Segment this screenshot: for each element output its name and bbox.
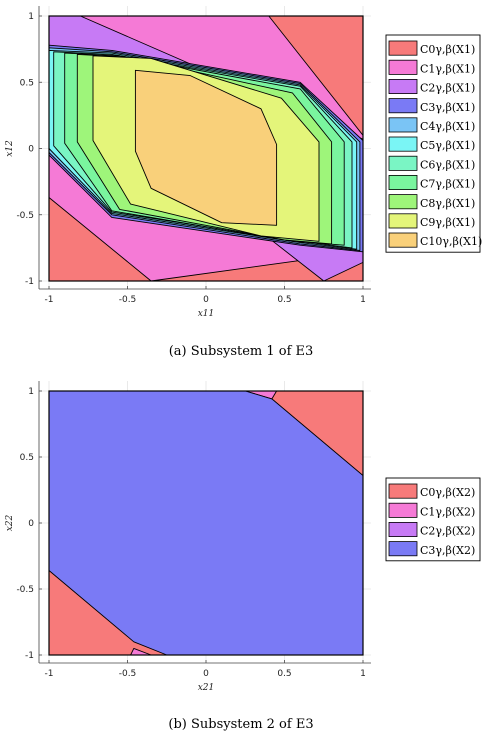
legend-swatch — [388, 117, 418, 133]
legend-swatch — [388, 136, 418, 152]
legend-label: C0γ,β(X1) — [420, 43, 475, 56]
legend-swatch — [388, 541, 418, 557]
legend-label: C4γ,β(X1) — [420, 120, 475, 133]
y-tick-label: 1 — [28, 12, 34, 22]
legend: C0γ,β(X1) C1γ,β(X1) C2γ,β(X1) C3γ,β(X1) C4γ,… — [385, 34, 482, 253]
x-tick-label: 0.5 — [277, 669, 291, 679]
legend-label: C3γ,β(X1) — [420, 101, 475, 114]
x-axis-label: x11 — [198, 309, 215, 319]
legend-swatch — [388, 155, 418, 171]
legend-swatch — [388, 98, 418, 114]
legend: C0γ,β(X2) C1γ,β(X2) C2γ,β(X2) C3γ,β(X2) — [385, 477, 481, 562]
chart-2: -1 -0.5 0 0.5 1 -1 -0.5 0 0.5 1 x21 x22 C0γ,β(X2) C1γ… — [5, 381, 481, 732]
legend-label: C3γ,β(X2) — [420, 544, 475, 557]
y-tick-label: -0.5 — [16, 585, 34, 595]
plot-frame — [48, 390, 364, 656]
x-tick-label: 0.5 — [277, 295, 291, 305]
legend-swatch — [388, 174, 418, 190]
y-tick-label: -0.5 — [16, 211, 34, 221]
figure-caption: (b) Subsystem 2 of E3 — [168, 717, 313, 732]
y-tick-label: 1 — [28, 387, 34, 397]
y-axis-label: x12 — [5, 140, 15, 157]
y-tick-label: 0 — [28, 519, 34, 529]
x-tick-label: 0 — [203, 669, 209, 679]
legend-label: C5γ,β(X1) — [420, 139, 475, 152]
y-tick-label: -1 — [25, 277, 34, 287]
x-axis-label: x21 — [198, 683, 215, 693]
legend-swatch — [388, 483, 418, 499]
y-tick-label: -1 — [25, 651, 34, 661]
legend-label: C9γ,β(X1) — [420, 216, 475, 229]
chart-1: -1 -0.5 0 0.5 1 -1 -0.5 0 0.5 1 x11 x12 C0γ,β(X1) C1γ… — [5, 6, 482, 359]
x-tick-label: -0.5 — [119, 669, 137, 679]
figure-caption: (a) Subsystem 1 of E3 — [169, 344, 314, 359]
legend-label: C8γ,β(X1) — [420, 197, 475, 210]
x-tick-label: -0.5 — [119, 295, 137, 305]
legend-label: C2γ,β(X2) — [420, 525, 475, 538]
legend-label: C10γ,β(X1) — [420, 235, 482, 248]
x-tick-label: 0 — [203, 295, 209, 305]
y-axis-label: x22 — [5, 514, 15, 531]
legend-label: C7γ,β(X1) — [420, 178, 475, 191]
legend-swatch — [388, 213, 418, 229]
plot-frame — [48, 15, 364, 282]
legend-label: C6γ,β(X1) — [420, 158, 475, 171]
legend-swatch — [388, 40, 418, 56]
legend-swatch — [388, 232, 418, 248]
y-tick-label: 0 — [28, 145, 34, 155]
y-tick-label: 0.5 — [20, 78, 34, 88]
y-tick-label: 0.5 — [20, 453, 34, 463]
legend-label: C0γ,β(X2) — [420, 486, 475, 499]
legend-label: C2γ,β(X1) — [420, 82, 475, 95]
x-tick-label: -1 — [45, 669, 54, 679]
x-tick-label: -1 — [45, 295, 54, 305]
legend-swatch — [388, 79, 418, 95]
x-tick-label: 1 — [360, 669, 366, 679]
legend-label: C1γ,β(X1) — [420, 62, 475, 75]
region-10 — [134, 69, 278, 226]
x-tick-label: 1 — [360, 295, 366, 305]
legend-swatch — [388, 522, 418, 538]
legend-swatch — [388, 194, 418, 210]
legend-swatch — [388, 502, 418, 518]
legend-label: C1γ,β(X2) — [420, 505, 475, 518]
legend-swatch — [388, 59, 418, 75]
